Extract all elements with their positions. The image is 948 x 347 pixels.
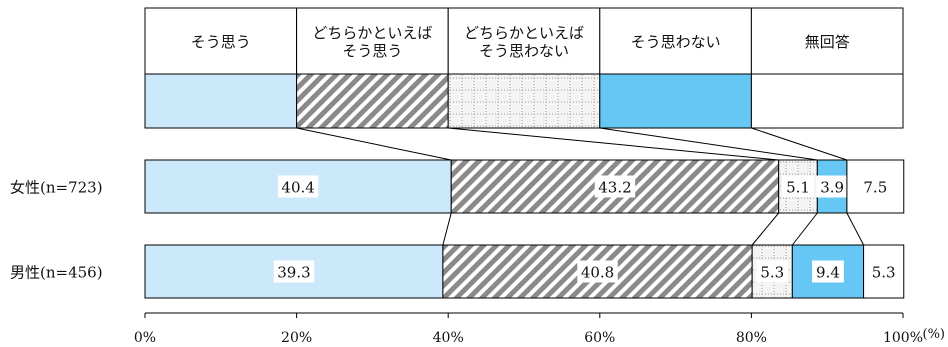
legend-label: そう思わない xyxy=(479,42,569,60)
connector-line xyxy=(846,212,865,246)
x-tick-label: 40% xyxy=(433,330,464,346)
data-label: 3.9 xyxy=(820,179,844,197)
data-label: 5.3 xyxy=(760,264,784,282)
connector-line xyxy=(599,127,818,161)
data-label: 39.3 xyxy=(277,264,310,282)
connector-line xyxy=(448,127,779,161)
legend-swatch xyxy=(447,73,601,129)
legend-label: そう思う xyxy=(342,42,402,60)
category-label: 男性(n=456) xyxy=(10,264,103,282)
legend-swatch xyxy=(296,73,449,129)
data-label: 43.2 xyxy=(598,179,631,197)
data-label-bg xyxy=(594,175,636,198)
legend-label: 無回答 xyxy=(805,33,850,51)
x-tick-label: 100% xyxy=(883,330,923,346)
data-label-bg xyxy=(277,175,319,198)
legend-label: どちらかといえば xyxy=(312,24,432,42)
x-tick-label: 60% xyxy=(584,330,615,346)
data-label: 7.5 xyxy=(863,179,887,197)
legend-label: そう思う xyxy=(191,33,251,51)
data-label: 9.4 xyxy=(816,264,840,282)
data-label-bg xyxy=(273,260,315,283)
legend-swatch xyxy=(144,73,298,129)
x-axis: 0% 20% 40% 60% 80% 100% (%) xyxy=(134,312,946,346)
legend-header-cell xyxy=(750,7,904,75)
x-tick-label: 0% xyxy=(134,330,156,346)
data-label-bg xyxy=(816,175,849,198)
bar-segment xyxy=(863,244,905,299)
legend-swatch xyxy=(750,73,904,129)
legend-label: そう思わない xyxy=(631,33,721,51)
data-label-bg xyxy=(812,260,844,283)
legend-header-cell xyxy=(599,7,752,75)
connector-line xyxy=(296,127,452,161)
connector-line xyxy=(751,212,780,246)
data-label-bg xyxy=(756,260,789,283)
data-label-bg xyxy=(782,175,814,198)
connector-line xyxy=(791,212,818,246)
data-label: 40.8 xyxy=(581,264,614,282)
legend-swatch xyxy=(599,73,752,129)
data-label: 40.4 xyxy=(281,179,314,197)
data-label: 5.3 xyxy=(872,264,896,282)
bars: 女性(n=723) 40.4 43.2 5.1 3.9 7.5 男性(n=456) 39.3 4… xyxy=(10,159,905,299)
bar-segment xyxy=(846,159,905,214)
legend-header-cell xyxy=(447,7,601,75)
connector-line xyxy=(751,127,848,161)
data-label: 5.1 xyxy=(786,179,810,197)
legend-header-cell xyxy=(296,7,449,75)
x-tick-label: 80% xyxy=(736,330,767,346)
data-label-bg xyxy=(577,260,618,283)
legend-header-cell xyxy=(144,7,298,75)
legend-label: どちらかといえば xyxy=(464,24,584,42)
category-label: 女性(n=723) xyxy=(10,179,103,197)
connector-lines xyxy=(296,127,865,246)
x-tick-label: 20% xyxy=(281,330,312,346)
connector-line xyxy=(442,212,452,246)
unit-label: (%) xyxy=(923,327,946,342)
